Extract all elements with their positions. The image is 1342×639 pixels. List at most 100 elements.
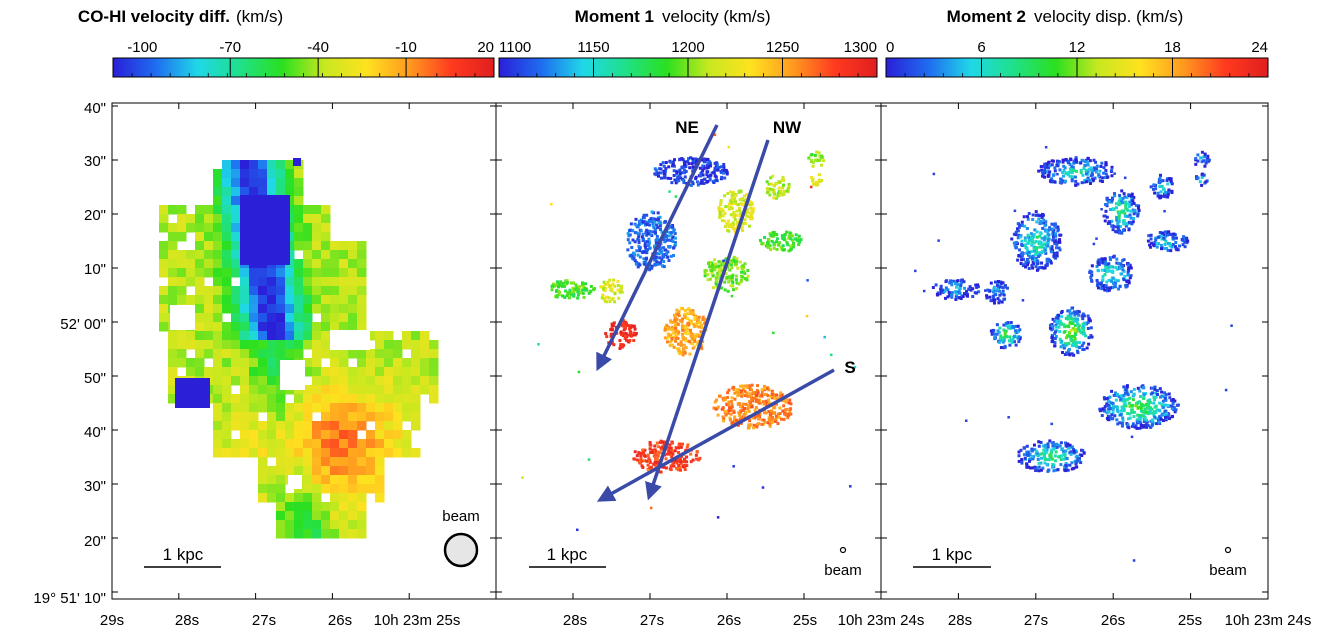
map-pixel [992, 298, 996, 302]
map-pixel [739, 384, 743, 388]
map-pixel [1026, 263, 1030, 267]
map-cell [168, 259, 178, 269]
map-pixel [1053, 331, 1057, 335]
map-pixel [739, 409, 743, 413]
map-cell [231, 241, 241, 251]
map-pixel [1129, 266, 1133, 270]
map-pixel [647, 457, 651, 461]
map-pixel [762, 400, 766, 404]
map-pixel [726, 411, 730, 415]
map-cell [330, 268, 340, 278]
map-pixel [1117, 211, 1121, 215]
map-pixel [1094, 170, 1098, 174]
map-cell [204, 295, 214, 305]
map-pixel [729, 284, 733, 288]
map-pixel [675, 172, 679, 176]
map-cell [213, 412, 223, 422]
map-pixel [556, 282, 560, 286]
map-cell [348, 286, 358, 296]
map-pixel [750, 201, 754, 205]
map-pixel [989, 299, 993, 303]
map-speck [805, 314, 809, 318]
map-cell [186, 259, 196, 269]
map-pixel [822, 159, 826, 163]
map-cell [159, 268, 169, 278]
map-pixel [665, 323, 669, 327]
map-pixel [945, 279, 949, 283]
map-pixel [729, 408, 733, 412]
map-pixel [554, 283, 558, 287]
map-cell [330, 250, 340, 260]
map-pixel [768, 424, 772, 428]
map-pixel [672, 464, 676, 468]
map-pixel [1105, 262, 1109, 266]
map-pixel [755, 414, 759, 418]
map-cell [312, 466, 322, 476]
map-pixel [1107, 269, 1111, 273]
x-tick-label: 27s [1024, 612, 1048, 629]
map-cell [231, 376, 241, 386]
map-pixel [1098, 282, 1102, 286]
map-pixel [713, 400, 717, 404]
map-cell [312, 394, 322, 404]
map-pixel [626, 323, 630, 327]
map-pixel [703, 321, 707, 325]
map-pixel [691, 458, 695, 462]
map-cell [168, 331, 178, 341]
map-cell [303, 367, 313, 377]
map-pixel [1128, 416, 1132, 420]
map-pixel [1122, 219, 1126, 223]
map-pixel [718, 276, 722, 280]
map-pixel [727, 275, 731, 279]
map-pixel [1145, 404, 1149, 408]
map-pixel [637, 244, 641, 248]
map-pixel [1025, 453, 1029, 457]
map-pixel [663, 220, 667, 224]
map-speck [1021, 299, 1025, 302]
map-cell [258, 178, 268, 188]
map-pixel [1001, 340, 1005, 344]
map-pixel [622, 332, 626, 336]
map-speck [806, 279, 809, 282]
map-pixel [788, 231, 792, 235]
map-pixel [1174, 236, 1178, 240]
map-pixel [577, 287, 581, 291]
map-cell [177, 286, 187, 296]
map-pixel [1053, 341, 1057, 345]
map-pixel [1080, 314, 1084, 318]
map-pixel [1132, 195, 1136, 199]
map-cell [294, 412, 304, 422]
map-cell [366, 349, 376, 359]
map-cell [222, 340, 232, 350]
map-pixel [1170, 406, 1174, 410]
map-cell [375, 358, 385, 368]
map-pixel [751, 207, 755, 211]
map-pixel [707, 261, 711, 265]
map-pixel [774, 402, 778, 406]
map-pixel [1119, 394, 1123, 398]
map-pixel [631, 238, 635, 242]
map-cell [312, 322, 322, 332]
map-cell [213, 448, 223, 458]
map-cell [402, 394, 412, 404]
map-pixel [728, 406, 732, 410]
map-pixel [1090, 273, 1094, 277]
map-pixel [740, 394, 744, 398]
map-pixel [732, 288, 736, 292]
map-cell [159, 223, 169, 233]
map-pixel [582, 295, 586, 299]
map-cell [429, 385, 439, 395]
map-cell [312, 214, 322, 224]
map-pixel [659, 451, 663, 455]
map-hole [280, 360, 305, 390]
map-cell [357, 493, 367, 503]
map-pixel [1122, 407, 1126, 411]
map-pixel [1073, 328, 1077, 332]
map-pixel [1102, 171, 1106, 175]
map-pixel [992, 332, 996, 336]
map-pixel [1007, 339, 1011, 343]
map-pixel [1017, 450, 1021, 454]
map-cell [249, 385, 259, 395]
map-pixel [1059, 454, 1063, 458]
map-pixel [1074, 344, 1078, 348]
